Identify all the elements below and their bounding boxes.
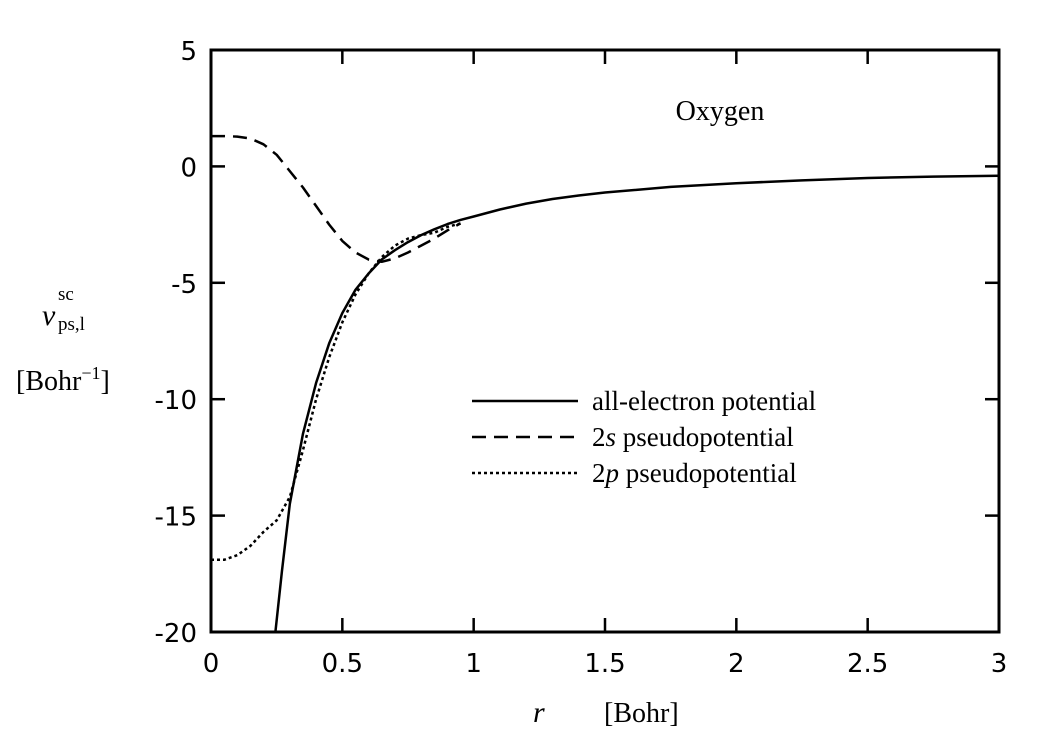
legend-label-var: s — [606, 422, 617, 452]
x-axis-label: r [Bohr] — [533, 696, 679, 729]
legend-label-prefix: 2 — [592, 458, 606, 488]
y-tick-label: -20 — [155, 619, 197, 649]
y-tick-label: 5 — [180, 37, 197, 67]
x-tick-label: 2 — [728, 649, 745, 679]
series-line-0 — [274, 174, 999, 632]
legend-label-1: 2s pseudopotential — [592, 422, 794, 452]
legend-label-text: pseudopotential — [619, 458, 797, 488]
x-tick-label: 3 — [991, 649, 1008, 679]
svg-text:[Bohr−1]: [Bohr−1] — [16, 363, 110, 397]
y-axis-label: v sc ps,l [Bohr−1] — [16, 284, 110, 397]
series-line-1 — [211, 134, 462, 264]
x-tick-label: 1 — [465, 649, 482, 679]
x-axis-label-var: r — [533, 696, 545, 729]
x-axis-label-unit: [Bohr] — [604, 698, 679, 729]
tick-layer: 0 0.5 1 1.5 2 2.5 3 5 0 -5 -10 -15 -20 — [155, 37, 1008, 679]
y-tick-label: 0 — [180, 153, 197, 183]
y-tick-label: -5 — [171, 270, 197, 300]
y-tick-label: -15 — [155, 503, 197, 533]
y-axis-unit-close: ] — [100, 366, 109, 397]
legend-label-var: p — [604, 458, 620, 488]
legend-label-0: all-electron potential — [592, 386, 816, 416]
series-line-2 — [211, 222, 461, 562]
legend-label-text: pseudopotential — [616, 422, 794, 452]
legend-label-prefix: 2 — [592, 422, 606, 452]
x-tick-label: 0 — [203, 649, 220, 679]
y-axis-label-sub: ps,l — [58, 314, 85, 335]
chart-annotation: Oxygen — [676, 96, 765, 127]
y-axis-unit: [Bohr — [16, 366, 82, 397]
y-tick-label: -10 — [155, 386, 197, 416]
x-tick-label: 2.5 — [847, 649, 888, 679]
y-axis-label-var: v — [42, 299, 56, 332]
legend-label-2: 2p pseudopotential — [592, 458, 797, 488]
x-tick-label: 1.5 — [584, 649, 625, 679]
y-axis-unit-exp: −1 — [81, 363, 100, 383]
x-tick-label: 0.5 — [322, 649, 363, 679]
series-layer — [211, 134, 999, 632]
y-axis-label-sup: sc — [58, 284, 74, 305]
legend-label-text: all-electron potential — [592, 386, 816, 416]
legend: all-electron potential 2s pseudopotential… — [472, 386, 816, 488]
